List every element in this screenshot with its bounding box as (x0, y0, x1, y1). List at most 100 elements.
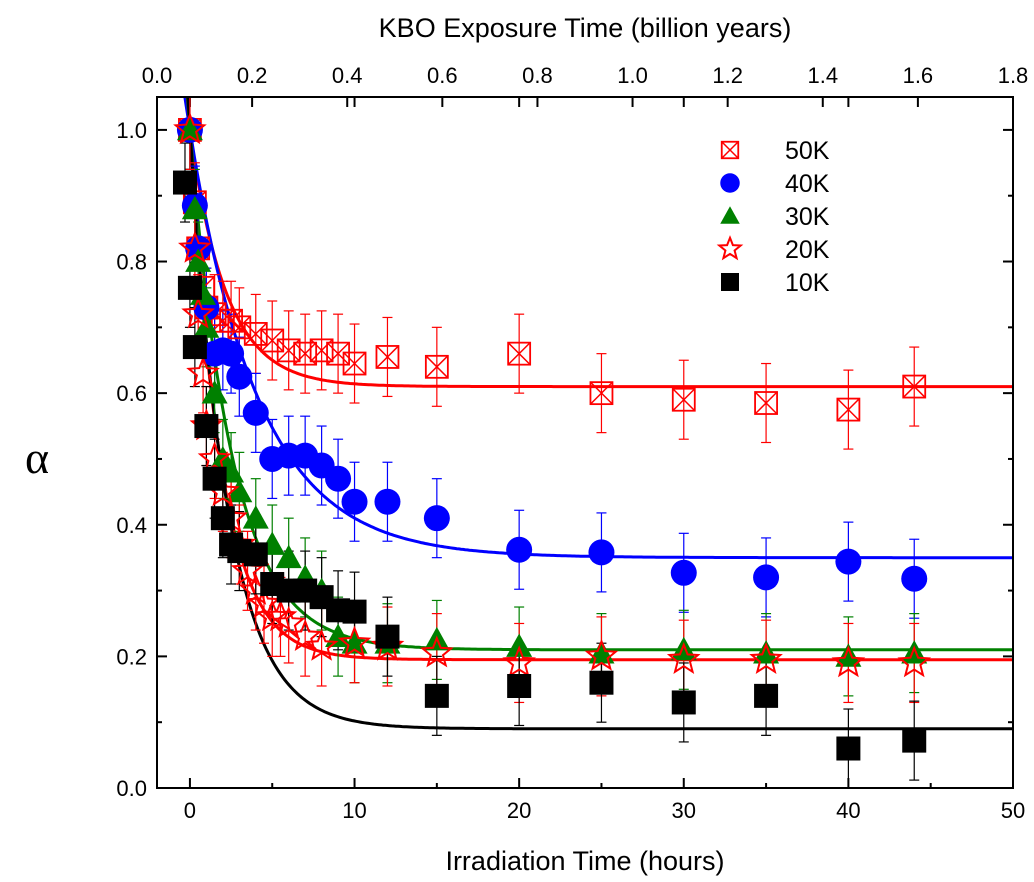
data-point-10K (342, 599, 367, 624)
marker-shape (721, 273, 739, 291)
data-point-20K (197, 441, 232, 474)
data-point-10K (836, 736, 861, 761)
marker-shape (242, 505, 269, 529)
marker-shape (901, 640, 928, 664)
marker-shape (226, 363, 253, 390)
y-tick-label: 1.0 (116, 118, 147, 143)
data-point-30K (753, 640, 780, 664)
y-tick-label: 0.2 (116, 644, 147, 669)
legend-marker-40K (720, 173, 740, 193)
legend: 50K 40K 30K 20K 10K (716, 137, 830, 297)
marker-shape (506, 633, 533, 657)
marker-shape (194, 414, 219, 439)
marker-shape (753, 564, 780, 591)
data-point-50K (227, 315, 252, 340)
marker-shape (177, 275, 202, 300)
marker-shape (309, 338, 334, 363)
data-point-10K (172, 170, 197, 195)
marker-shape (247, 585, 281, 619)
data-point-50K (375, 345, 400, 369)
legend-label: 30K (785, 203, 830, 231)
legend-label: 20K (785, 236, 830, 264)
marker-shape (901, 565, 928, 592)
data-point-10K (177, 275, 202, 300)
marker-shape (754, 683, 779, 708)
marker-cross (507, 342, 531, 366)
marker-shape (424, 683, 449, 708)
tick-labels: 0 10 20 30 40 50 0.0 0.2 0.4 0.6 0.8 1.0 0.0 0.2 0.4 0.… (116, 63, 1028, 823)
data-point-10K (754, 683, 779, 708)
data-point-20K (288, 618, 323, 652)
data-point-50K (902, 374, 927, 399)
marker-shape (374, 488, 401, 515)
data-point-30K (275, 544, 302, 569)
marker-cross (244, 322, 268, 346)
marker-shape (720, 206, 740, 224)
marker-shape (589, 670, 614, 695)
marker-shape (342, 599, 367, 624)
marker-shape (423, 505, 450, 532)
x2-tick-label: 1.8 (998, 63, 1029, 88)
marker-shape (375, 345, 400, 369)
marker-shape (584, 638, 619, 671)
marker-shape (210, 506, 235, 531)
marker-shape (260, 328, 285, 353)
marker-shape (754, 391, 778, 415)
data-point-20K (173, 112, 207, 145)
marker-shape (185, 248, 212, 272)
marker-shape (227, 315, 252, 340)
legend-label: 50K (785, 137, 830, 165)
marker-shape (243, 542, 268, 567)
data-point-40K (423, 505, 450, 532)
data-point-50K (424, 354, 449, 379)
data-point-10K (589, 670, 614, 695)
marker-shape (836, 397, 861, 422)
data-point-10K (424, 683, 449, 708)
marker-shape (902, 728, 927, 753)
x-tick-label: 20 (507, 798, 531, 823)
data-point-20K (749, 641, 783, 675)
marker-cross (902, 375, 926, 399)
data-point-20K (337, 625, 372, 658)
data-point-50K (243, 322, 268, 346)
data-markers (172, 112, 932, 761)
marker-shape (304, 628, 339, 661)
data-point-30K (835, 643, 862, 667)
data-point-50K (589, 381, 614, 406)
marker-shape (271, 605, 306, 638)
data-point-10K (507, 673, 532, 698)
marker-shape (197, 441, 232, 474)
marker-shape (172, 170, 197, 195)
data-point-50K (671, 387, 696, 412)
marker-cross (836, 398, 860, 422)
x2-tick-label: 0.0 (142, 63, 173, 88)
data-point-50K (836, 397, 861, 422)
x-axis-title: Irradiation Time (hours) (445, 846, 724, 876)
data-point-20K (247, 585, 281, 619)
marker-shape (507, 673, 532, 698)
marker-shape (589, 381, 614, 406)
data-point-10K (671, 690, 696, 715)
data-point-40K (218, 340, 245, 367)
x-tick-label: 10 (342, 798, 366, 823)
marker-shape (242, 399, 269, 426)
data-point-20K (304, 628, 339, 661)
data-point-30K (242, 505, 269, 529)
marker-cross (293, 342, 317, 366)
data-point-40K (226, 363, 253, 390)
marker-shape (178, 230, 212, 263)
data-point-50K (342, 351, 367, 376)
marker-cross (343, 351, 367, 376)
data-point-50K (260, 328, 285, 353)
marker-cross (219, 309, 243, 333)
marker-shape (182, 335, 207, 360)
data-point-20K (897, 645, 932, 678)
legend-label: 10K (785, 269, 830, 297)
marker-shape (288, 618, 323, 652)
marker-cross (227, 315, 251, 339)
marker-shape (506, 536, 533, 563)
y-tick-label: 0.0 (116, 776, 147, 801)
marker-shape (337, 625, 372, 658)
data-point-40K (835, 548, 862, 575)
